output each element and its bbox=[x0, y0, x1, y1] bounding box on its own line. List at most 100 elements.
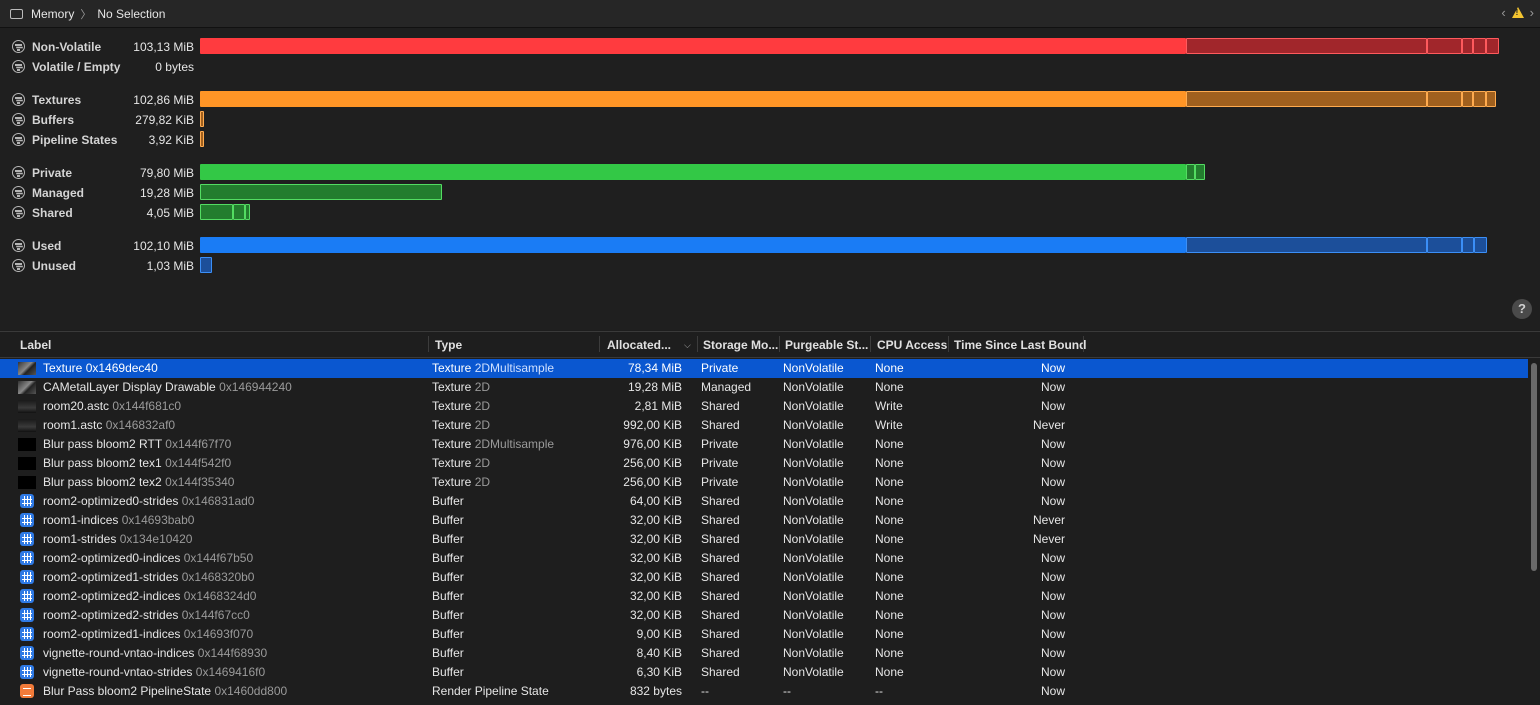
table-row[interactable]: room2-optimized1-indices 0x14693f070 Buff… bbox=[0, 625, 1528, 644]
memory-bar-segment[interactable] bbox=[1473, 38, 1486, 54]
memory-row-label: Volatile / Empty bbox=[32, 60, 121, 74]
memory-bar-segment[interactable] bbox=[200, 38, 1186, 54]
filter-icon[interactable] bbox=[12, 166, 25, 179]
vertical-scrollbar[interactable] bbox=[1530, 361, 1538, 705]
table-row[interactable]: CAMetalLayer Display Drawable 0x14694424… bbox=[0, 378, 1528, 397]
filter-icon[interactable] bbox=[12, 60, 25, 73]
filter-icon[interactable] bbox=[12, 113, 25, 126]
storage-mode: Private bbox=[701, 475, 739, 489]
table-row[interactable]: room1-indices 0x14693bab0 Buffer 32,00 KiB… bbox=[0, 511, 1528, 530]
filter-icon[interactable] bbox=[12, 133, 25, 146]
resource-name: room20.astc bbox=[43, 399, 110, 413]
scrollbar-thumb[interactable] bbox=[1531, 363, 1537, 571]
resource-name: room2-optimized1-strides bbox=[43, 570, 179, 584]
column-divider[interactable] bbox=[428, 336, 429, 352]
buffer-icon bbox=[20, 627, 34, 641]
column-storage-mode[interactable]: Storage Mo... bbox=[703, 338, 779, 352]
memory-bar-segment[interactable] bbox=[1486, 91, 1496, 107]
table-row[interactable]: vignette-round-vntao-strides 0x1469416f0… bbox=[0, 663, 1528, 682]
table-row[interactable]: vignette-round-vntao-indices 0x144f68930… bbox=[0, 644, 1528, 663]
memory-bar-segment[interactable] bbox=[1186, 91, 1427, 107]
memory-bar-segment[interactable] bbox=[200, 257, 212, 273]
memory-bar-segment[interactable] bbox=[1486, 38, 1499, 54]
time-since-last-bound: Now bbox=[1040, 361, 1065, 375]
resource-name: room2-optimized2-indices bbox=[43, 589, 181, 603]
memory-row-label: Managed bbox=[32, 186, 85, 200]
memory-bar-segment[interactable] bbox=[1186, 237, 1427, 253]
column-divider[interactable] bbox=[599, 336, 600, 352]
memory-bar-segment[interactable] bbox=[245, 204, 250, 220]
column-divider[interactable] bbox=[697, 336, 698, 352]
table-row[interactable]: room1.astc 0x146832af0 Texture 2D 992,00 K… bbox=[0, 416, 1528, 435]
purgeable-state: NonVolatile bbox=[783, 513, 844, 527]
memory-bar-segment[interactable] bbox=[1473, 91, 1486, 107]
help-button[interactable]: ? bbox=[1512, 299, 1532, 319]
table-row[interactable]: room1-strides 0x134e10420 Buffer 32,00 KiB… bbox=[0, 530, 1528, 549]
table-row[interactable]: room2-optimized1-strides 0x1468320b0 Buff… bbox=[0, 568, 1528, 587]
memory-bar-segment[interactable] bbox=[200, 184, 442, 200]
memory-row-value: 0 bytes bbox=[155, 60, 194, 74]
table-row[interactable]: room2-optimized0-indices 0x144f67b50 Buff… bbox=[0, 549, 1528, 568]
table-row[interactable]: Blur pass bloom2 tex1 0x144f542f0 Texture… bbox=[0, 454, 1528, 473]
sort-descending-icon[interactable]: ⌵ bbox=[684, 340, 691, 350]
resource-address: 0x144f67f70 bbox=[165, 437, 232, 451]
breadcrumb-root[interactable]: Memory bbox=[31, 6, 75, 21]
filter-icon[interactable] bbox=[12, 186, 25, 199]
memory-bar-segment[interactable] bbox=[1462, 91, 1473, 107]
table-row[interactable]: Blur Pass bloom2 PipelineState 0x1460dd8… bbox=[0, 682, 1528, 701]
table-row[interactable]: Blur pass bloom2 RTT 0x144f67f70 Texture … bbox=[0, 435, 1528, 454]
cpu-access: None bbox=[875, 380, 904, 394]
memory-bar-segment[interactable] bbox=[1474, 237, 1487, 253]
table-row[interactable]: room2-optimized0-strides 0x146831ad0 Buff… bbox=[0, 492, 1528, 511]
column-purgeable-state[interactable]: Purgeable St... bbox=[785, 338, 869, 352]
memory-bar-segment[interactable] bbox=[1195, 164, 1205, 180]
breadcrumb-current[interactable]: No Selection bbox=[97, 6, 166, 21]
column-divider[interactable] bbox=[948, 336, 949, 352]
column-allocated[interactable]: Allocated... bbox=[607, 338, 672, 352]
column-divider[interactable] bbox=[779, 336, 780, 352]
memory-bar-segment[interactable] bbox=[1427, 38, 1462, 54]
chevron-left-icon[interactable]: ‹ bbox=[1501, 5, 1506, 20]
column-time-since-last-bound[interactable]: Time Since Last Bound bbox=[954, 338, 1087, 352]
memory-bar-segment[interactable] bbox=[200, 91, 1186, 107]
cpu-access: Write bbox=[875, 418, 903, 432]
resource-address: 0x144f542f0 bbox=[165, 456, 232, 470]
resource-type: Buffer bbox=[432, 627, 464, 641]
resource-label: room1-indices 0x14693bab0 bbox=[43, 513, 194, 527]
table-row[interactable]: room2-optimized2-strides 0x144f67cc0 Buff… bbox=[0, 606, 1528, 625]
column-label[interactable]: Label bbox=[20, 338, 52, 352]
filter-icon[interactable] bbox=[12, 40, 25, 53]
resource-address: 0x14693bab0 bbox=[121, 513, 195, 527]
resource-name: room2-optimized1-indices bbox=[43, 627, 181, 641]
warning-icon[interactable] bbox=[1511, 7, 1524, 18]
column-divider[interactable] bbox=[870, 336, 871, 352]
memory-bar-segment[interactable] bbox=[200, 237, 1186, 253]
memory-bar-segment[interactable] bbox=[200, 131, 204, 147]
memory-bar-segment[interactable] bbox=[1186, 164, 1195, 180]
memory-bar-segment[interactable] bbox=[1462, 237, 1474, 253]
storage-mode: Managed bbox=[701, 380, 752, 394]
memory-bar-segment[interactable] bbox=[1427, 91, 1462, 107]
column-type[interactable]: Type bbox=[435, 338, 463, 352]
memory-bar-segment[interactable] bbox=[200, 204, 233, 220]
filter-icon[interactable] bbox=[12, 93, 25, 106]
column-divider[interactable] bbox=[1083, 336, 1084, 352]
filter-icon[interactable] bbox=[12, 239, 25, 252]
resource-type: Texture 2DMultisample bbox=[432, 437, 554, 451]
filter-icon[interactable] bbox=[12, 206, 25, 219]
chevron-right-icon[interactable]: › bbox=[1529, 5, 1534, 20]
memory-bar-segment[interactable] bbox=[1186, 38, 1427, 54]
table-row[interactable]: Texture 0x1469dec40 Texture 2DMultisample… bbox=[0, 359, 1528, 378]
resource-type-sub: 2D bbox=[474, 380, 491, 394]
memory-bar-segment[interactable] bbox=[1462, 38, 1473, 54]
column-cpu-access[interactable]: CPU Access bbox=[877, 338, 948, 352]
table-row[interactable]: room2-optimized2-indices 0x1468324d0 Buff… bbox=[0, 587, 1528, 606]
filter-icon[interactable] bbox=[12, 259, 25, 272]
table-row[interactable]: Blur pass bloom2 tex2 0x144f35340 Texture… bbox=[0, 473, 1528, 492]
memory-bar-segment[interactable] bbox=[200, 164, 1186, 180]
memory-bar-segment[interactable] bbox=[200, 111, 204, 127]
memory-bar-segment[interactable] bbox=[1427, 237, 1462, 253]
memory-bar-segment[interactable] bbox=[233, 204, 245, 220]
time-since-last-bound: Now bbox=[1040, 437, 1065, 451]
table-row[interactable]: room20.astc 0x144f681c0 Texture 2D 2,81 Mi… bbox=[0, 397, 1528, 416]
